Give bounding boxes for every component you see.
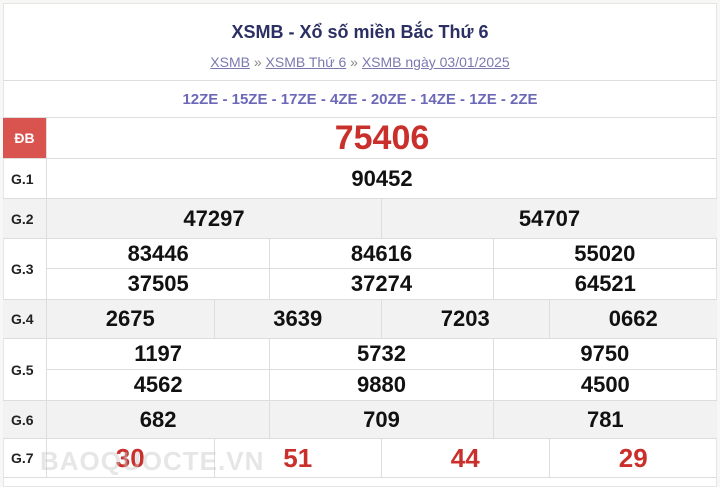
prize-number: 4500 [580,371,630,397]
prize-number: 64521 [574,271,636,296]
prize-row: G.6 682 709 781 [3,401,717,439]
prize-row: G.7 30 51 44 29 [3,439,717,478]
prize-number: 2675 [47,300,215,338]
prize-label: G.7 [3,439,47,477]
breadcrumb-date[interactable]: XSMB ngày 03/01/2025 [361,54,510,70]
prize-label: G.2 [3,199,47,238]
prize-number: 37505 [47,269,271,299]
prize-number: 5732 [270,339,494,370]
prize-codes: 12ZE - 15ZE - 17ZE - 4ZE - 20ZE - 14ZE -… [3,81,717,118]
prize-number: 0662 [608,306,658,331]
breadcrumb: XSMB » XSMB Thứ 6 » XSMB ngày 03/01/2025 [4,54,716,70]
prize-number: 90452 [351,165,413,191]
results-table: 12ZE - 15ZE - 17ZE - 4ZE - 20ZE - 14ZE -… [3,80,717,478]
breadcrumb-xsmb-thu6[interactable]: XSMB Thứ 6 [265,54,347,70]
prize-row: G.5 1197 5732 9750 4562 9880 4500 [3,339,717,401]
prize-number: 54707 [518,205,581,231]
prize-label: G.6 [3,401,47,438]
prize-number: 9750 [493,339,717,370]
prize-number: 781 [586,406,624,432]
prize-numbers: 1197 5732 9750 4562 9880 4500 [47,339,717,400]
prize-numbers: 30 51 44 29 [47,439,717,477]
prize-number: 9880 [270,369,494,400]
prize-number: 1197 [47,339,271,370]
prize-number: 709 [270,401,494,438]
prize-row: G.1 90452 [3,159,717,199]
prize-numbers: 2675 3639 7203 0662 [47,300,717,338]
prize-number: 83446 [47,239,271,269]
prize-number: 47297 [47,199,382,238]
prize-row: G.4 2675 3639 7203 0662 [3,300,717,339]
watermark: BAOQUOCTE.VN [40,446,265,476]
prize-numbers: 75406 [47,118,717,158]
prize-numbers: 83446 84616 55020 37505 37274 64521 [47,239,717,299]
prize-number: 29 [618,442,648,473]
prize-number: 51 [215,439,382,477]
prize-number: 682 [47,401,271,438]
prize-number: 30 [47,439,215,477]
prize-number: 84616 [270,239,494,269]
breadcrumb-separator: » [350,54,358,70]
breadcrumb-separator: » [253,54,262,70]
breadcrumb-xsmb[interactable]: XSMB [210,54,250,70]
prize-label: G.5 [3,339,47,400]
page-title: XSMB - Xổ số miền Bắc Thứ 6 [231,22,489,42]
prize-number: 37274 [270,269,494,299]
prize-number: 3639 [215,300,382,338]
prize-number: 75406 [334,118,430,157]
prize-numbers: 90452 [47,159,717,198]
prize-numbers: 47297 54707 [47,199,717,238]
prize-row: G.3 83446 84616 55020 37505 37274 64521 [3,239,717,300]
prize-number: 55020 [493,239,717,269]
prize-label: G.1 [3,159,47,198]
prize-row: G.2 47297 54707 [3,199,717,239]
prize-label: G.3 [3,239,47,299]
prize-row: ĐB 75406 [3,118,717,159]
prize-label: ĐB [3,118,47,158]
prize-number: 7203 [382,300,550,338]
prize-numbers: 682 709 781 [47,401,717,438]
prize-number: 44 [382,439,550,477]
prize-number: 4562 [47,369,271,400]
prize-label: G.4 [3,300,47,338]
